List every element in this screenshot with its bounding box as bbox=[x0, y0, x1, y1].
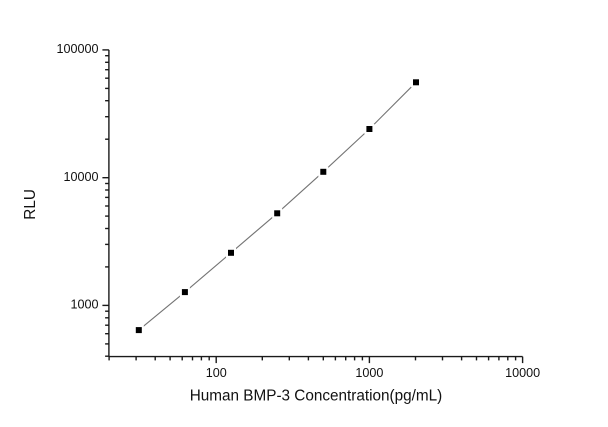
svg-text:100: 100 bbox=[206, 366, 227, 380]
svg-text:1000: 1000 bbox=[355, 366, 383, 380]
svg-text:10000: 10000 bbox=[505, 366, 540, 380]
svg-text:RLU: RLU bbox=[22, 189, 39, 220]
svg-text:100000: 100000 bbox=[56, 42, 98, 56]
svg-text:10000: 10000 bbox=[63, 170, 98, 184]
svg-text:1000: 1000 bbox=[70, 298, 98, 312]
svg-text:Human BMP-3 Concentration(pg/m: Human BMP-3 Concentration(pg/mL) bbox=[190, 388, 443, 405]
